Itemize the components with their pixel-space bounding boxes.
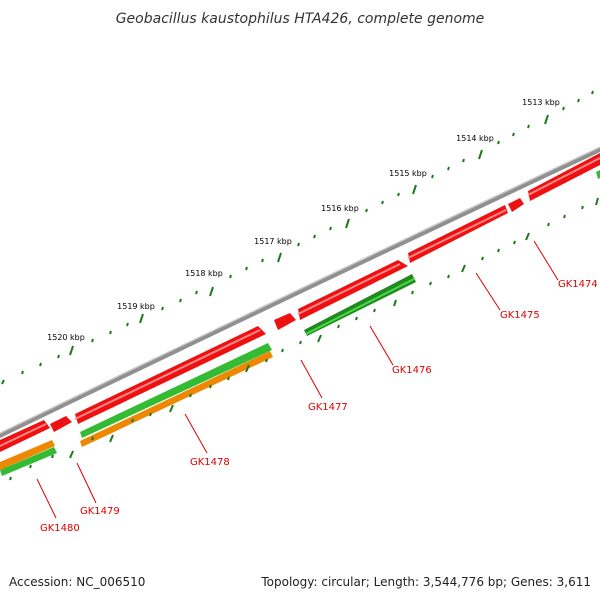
feature-tracks	[0, 170, 600, 476]
gene-labels: GK1474 GK1475 GK1476 GK1477 GK1478 GK147…	[40, 279, 598, 534]
scale-label-1514: 1514 kbp	[456, 134, 494, 143]
gene-label-gk1480[interactable]: GK1480	[40, 523, 80, 534]
gene-label-gk1477[interactable]: GK1477	[308, 402, 348, 413]
genome-stats: Topology: circular; Length: 3,544,776 bp…	[260, 575, 591, 589]
outer-scale	[1, 90, 594, 385]
feature-gk1478-orange[interactable]	[80, 351, 273, 447]
gene-label-gk1474[interactable]: GK1474	[558, 279, 598, 290]
feature-gk1478-green[interactable]	[80, 343, 272, 438]
inner-scale	[9, 197, 599, 481]
gene-leaders	[36, 240, 559, 519]
map-title: Geobacillus kaustophilus HTA426, complet…	[116, 11, 485, 27]
gene-arrow-gk1479[interactable]	[50, 416, 72, 432]
scale-label-1515: 1515 kbp	[389, 169, 427, 178]
scale-label-1519: 1519 kbp	[117, 302, 155, 311]
scale-labels: 1513 kbp 1514 kbp 1515 kbp 1516 kbp 1517…	[47, 98, 560, 342]
scale-label-1513: 1513 kbp	[522, 98, 560, 107]
scale-label-1518: 1518 kbp	[185, 269, 223, 278]
gene-label-gk1479[interactable]: GK1479	[80, 506, 120, 517]
feature-gk1480-orange[interactable]	[0, 440, 55, 470]
scale-label-1516: 1516 kbp	[321, 204, 359, 213]
gene-label-gk1478[interactable]: GK1478	[190, 457, 230, 468]
scale-label-1517: 1517 kbp	[254, 237, 292, 246]
gene-arrow-small[interactable]	[508, 198, 524, 212]
feature-gk1480-green[interactable]	[0, 447, 57, 476]
gene-label-gk1475[interactable]: GK1475	[500, 310, 540, 321]
gene-label-gk1476[interactable]: GK1476	[392, 365, 432, 376]
scale-label-1520: 1520 kbp	[47, 333, 85, 342]
gene-arrow-gk1476-fwd[interactable]	[298, 260, 408, 320]
backbone-highlight	[0, 146, 600, 434]
genome-backbone	[0, 140, 600, 445]
gene-arrow-gk1477[interactable]	[274, 313, 296, 330]
accession-label: Accession: NC_006510	[9, 575, 145, 589]
forward-genes	[0, 153, 600, 452]
